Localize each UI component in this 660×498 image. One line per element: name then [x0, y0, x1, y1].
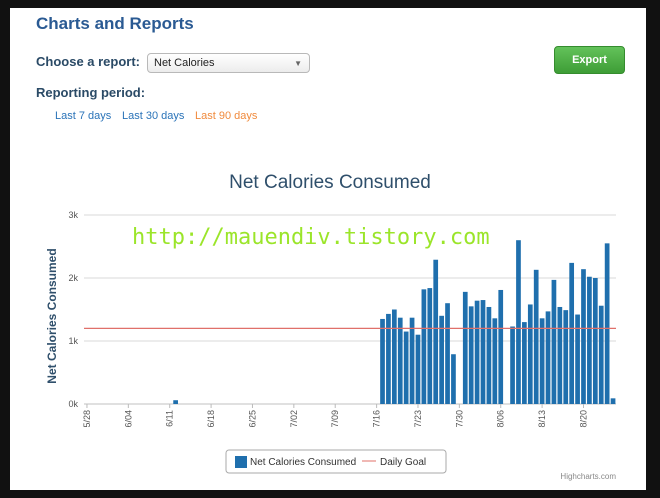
bar[interactable]	[563, 310, 569, 404]
x-tick-label: 8/06	[496, 410, 506, 428]
bar[interactable]	[610, 398, 616, 404]
bar[interactable]	[510, 326, 515, 404]
chart: Net Calories Consumed 0k 1k 2k 3k Net Calor…	[45, 172, 616, 481]
bar[interactable]	[575, 314, 580, 404]
export-button[interactable]: Export	[554, 46, 625, 74]
x-tick-label: 7/02	[289, 410, 299, 428]
chevron-down-icon: ▼	[294, 59, 302, 68]
bar[interactable]	[433, 259, 439, 404]
x-tick-label: 7/23	[413, 410, 423, 428]
y-axis-label: Net Calories Consumed	[45, 248, 59, 383]
bar[interactable]	[386, 313, 391, 404]
bar[interactable]	[380, 318, 385, 404]
bar[interactable]	[492, 318, 498, 404]
x-tick-label: 7/16	[372, 410, 382, 428]
x-tick-label: 6/25	[247, 410, 257, 428]
bar[interactable]	[391, 309, 397, 405]
bar[interactable]	[486, 306, 492, 404]
bar[interactable]	[474, 300, 480, 404]
bar[interactable]	[581, 269, 586, 404]
bar[interactable]	[527, 304, 533, 404]
bar[interactable]	[439, 315, 444, 404]
bar[interactable]	[421, 289, 427, 404]
report-label: Choose a report:	[36, 54, 141, 69]
x-tick-label: 7/09	[330, 410, 340, 428]
bar[interactable]	[462, 291, 468, 404]
bar[interactable]	[451, 354, 456, 404]
x-tick-label: 5/28	[82, 410, 92, 428]
bar[interactable]	[445, 303, 450, 404]
report-select-value: Net Calories	[154, 57, 215, 69]
bar[interactable]	[604, 243, 610, 404]
bar[interactable]	[551, 279, 557, 404]
bar[interactable]	[415, 334, 421, 404]
bar[interactable]	[397, 317, 403, 404]
bar[interactable]	[539, 318, 545, 404]
y-tick-label: 2k	[68, 273, 78, 283]
period-last-30-days[interactable]: Last 30 days	[122, 110, 185, 122]
period-last-7-days[interactable]: Last 7 days	[55, 110, 112, 122]
x-tick-label: 6/04	[123, 410, 133, 428]
bar[interactable]	[592, 278, 598, 404]
bar[interactable]	[522, 322, 527, 404]
y-tick-label: 1k	[68, 336, 78, 346]
chart-grid	[84, 214, 616, 405]
bar[interactable]	[498, 289, 504, 404]
bar[interactable]	[557, 306, 563, 404]
bar[interactable]	[409, 317, 415, 404]
bar[interactable]	[545, 311, 551, 404]
bar[interactable]	[598, 305, 604, 404]
period-last-90-days[interactable]: Last 90 days	[195, 110, 258, 122]
legend-box	[225, 449, 447, 474]
reporting-period-label: Reporting period:	[36, 85, 146, 100]
bar[interactable]	[468, 306, 474, 404]
y-tick-label: 3k	[68, 210, 78, 220]
y-axis-ticks: 0k 1k 2k 3k	[68, 210, 78, 409]
legend-bar-swatch	[235, 456, 247, 468]
bar[interactable]	[427, 288, 433, 404]
y-tick-label: 0k	[68, 399, 78, 409]
report-select[interactable]: Net Calories ▼	[147, 53, 310, 73]
reports-panel: Charts and Reports Choose a report: Net …	[10, 8, 646, 490]
x-tick-label: 6/11	[165, 410, 175, 427]
bar[interactable]	[516, 240, 521, 404]
x-tick-label: 7/30	[454, 410, 464, 428]
bar-series	[173, 240, 616, 405]
bar[interactable]	[569, 262, 575, 404]
x-tick-label: 6/18	[206, 410, 216, 428]
bar[interactable]	[480, 300, 486, 404]
bar[interactable]	[173, 400, 178, 404]
bar[interactable]	[533, 269, 539, 404]
bar[interactable]	[587, 276, 592, 404]
highcharts-credit[interactable]: Highcharts.com	[560, 472, 616, 481]
watermark-text: http://mauendiv.tistory.com	[132, 225, 490, 250]
legend-item-calories[interactable]: Net Calories Consumed	[250, 457, 356, 468]
x-tick-label: 8/13	[537, 410, 547, 428]
x-axis-ticks: 5/28 6/04 6/11 6/18 6/25 7/02 7/09 7/16 7/23 7/30…	[82, 404, 588, 428]
chart-title: Net Calories Consumed	[229, 172, 431, 193]
page-title: Charts and Reports	[36, 14, 194, 33]
bar[interactable]	[403, 331, 409, 404]
legend-item-goal[interactable]: Daily Goal	[380, 457, 426, 468]
x-tick-label: 8/20	[578, 410, 588, 428]
